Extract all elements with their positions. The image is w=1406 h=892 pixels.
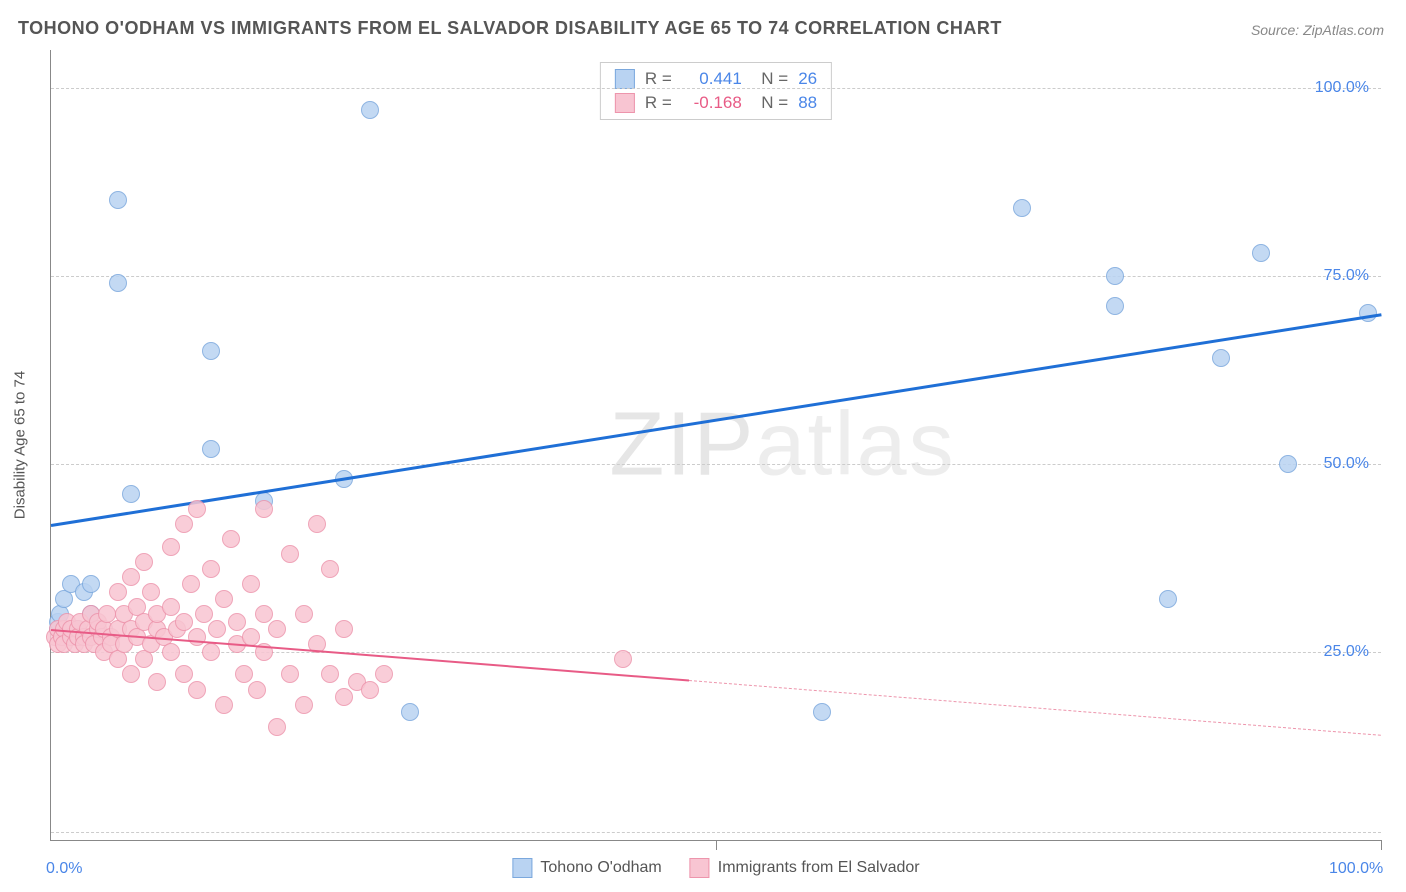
legend-n-value: 88	[798, 93, 817, 113]
legend-row: R = -0.168 N = 88	[615, 91, 817, 115]
legend-r-value: 0.441	[682, 69, 742, 89]
legend-swatch	[690, 858, 710, 878]
data-point	[215, 590, 233, 608]
data-point	[614, 650, 632, 668]
legend-swatch	[615, 93, 635, 113]
data-point	[202, 560, 220, 578]
data-point	[162, 643, 180, 661]
data-point	[122, 485, 140, 503]
series-legend: Tohono O'odham Immigrants from El Salvado…	[512, 858, 919, 878]
data-point	[195, 605, 213, 623]
data-point	[1106, 267, 1124, 285]
data-point	[202, 440, 220, 458]
gridline	[51, 652, 1381, 653]
y-tick-label: 25.0%	[1324, 643, 1369, 661]
data-point	[182, 575, 200, 593]
data-point	[335, 688, 353, 706]
data-point	[375, 665, 393, 683]
x-tick-mark	[1381, 840, 1382, 850]
chart-title: TOHONO O'ODHAM VS IMMIGRANTS FROM EL SAL…	[18, 18, 1002, 39]
data-point	[255, 500, 273, 518]
data-point	[188, 500, 206, 518]
data-point	[215, 696, 233, 714]
data-point	[162, 598, 180, 616]
y-tick-label: 75.0%	[1324, 267, 1369, 285]
data-point	[295, 696, 313, 714]
plot-area: ZIPatlas R =0.441 N =26R =-0.168 N =88 T…	[50, 50, 1381, 841]
data-point	[335, 620, 353, 638]
y-axis-label: Disability Age 65 to 74	[12, 371, 29, 519]
data-point	[228, 613, 246, 631]
y-tick-label: 100.0%	[1315, 79, 1369, 97]
data-point	[175, 613, 193, 631]
data-point	[281, 545, 299, 563]
x-tick-label: 100.0%	[1329, 860, 1383, 878]
legend-n-value: 26	[798, 69, 817, 89]
data-point	[175, 665, 193, 683]
data-point	[248, 681, 266, 699]
legend-item: Immigrants from El Salvador	[690, 858, 920, 878]
correlation-legend: R = 0.441 N = 26 R = -0.168 N = 88	[600, 62, 832, 120]
data-point	[188, 681, 206, 699]
data-point	[401, 703, 419, 721]
data-point	[1013, 199, 1031, 217]
data-point	[148, 673, 166, 691]
data-point	[1279, 455, 1297, 473]
data-point	[162, 538, 180, 556]
data-point	[321, 665, 339, 683]
trend-line	[51, 313, 1381, 527]
source-label: Source: ZipAtlas.com	[1251, 22, 1384, 38]
data-point	[202, 643, 220, 661]
y-tick-label: 50.0%	[1324, 455, 1369, 473]
legend-r-label: R =	[645, 69, 672, 89]
data-point	[208, 620, 226, 638]
data-point	[135, 553, 153, 571]
legend-n-label: N =	[752, 93, 788, 113]
data-point	[361, 681, 379, 699]
data-point	[1159, 590, 1177, 608]
data-point	[321, 560, 339, 578]
data-point	[1212, 349, 1230, 367]
data-point	[109, 191, 127, 209]
data-point	[235, 665, 253, 683]
data-point	[268, 620, 286, 638]
data-point	[122, 665, 140, 683]
data-point	[268, 718, 286, 736]
data-point	[1106, 297, 1124, 315]
legend-item: Tohono O'odham	[512, 858, 661, 878]
legend-r-label: R =	[645, 93, 672, 113]
data-point	[242, 628, 260, 646]
x-tick-mark	[716, 840, 717, 850]
data-point	[202, 342, 220, 360]
data-point	[813, 703, 831, 721]
data-point	[1252, 244, 1270, 262]
data-point	[222, 530, 240, 548]
legend-n-label: N =	[752, 69, 788, 89]
data-point	[308, 515, 326, 533]
data-point	[82, 575, 100, 593]
data-point	[122, 568, 140, 586]
legend-label: Tohono O'odham	[540, 859, 661, 877]
data-point	[361, 101, 379, 119]
gridline	[51, 88, 1381, 89]
x-tick-label: 0.0%	[46, 860, 82, 878]
data-point	[242, 575, 260, 593]
data-point	[175, 515, 193, 533]
data-point	[295, 605, 313, 623]
data-point	[109, 274, 127, 292]
trend-line-dashed	[689, 680, 1381, 736]
legend-swatch	[512, 858, 532, 878]
legend-r-value: -0.168	[682, 93, 742, 113]
gridline	[51, 276, 1381, 277]
data-point	[142, 583, 160, 601]
data-point	[281, 665, 299, 683]
legend-swatch	[615, 69, 635, 89]
legend-label: Immigrants from El Salvador	[718, 859, 920, 877]
data-point	[109, 583, 127, 601]
gridline	[51, 832, 1381, 833]
gridline	[51, 464, 1381, 465]
data-point	[255, 605, 273, 623]
